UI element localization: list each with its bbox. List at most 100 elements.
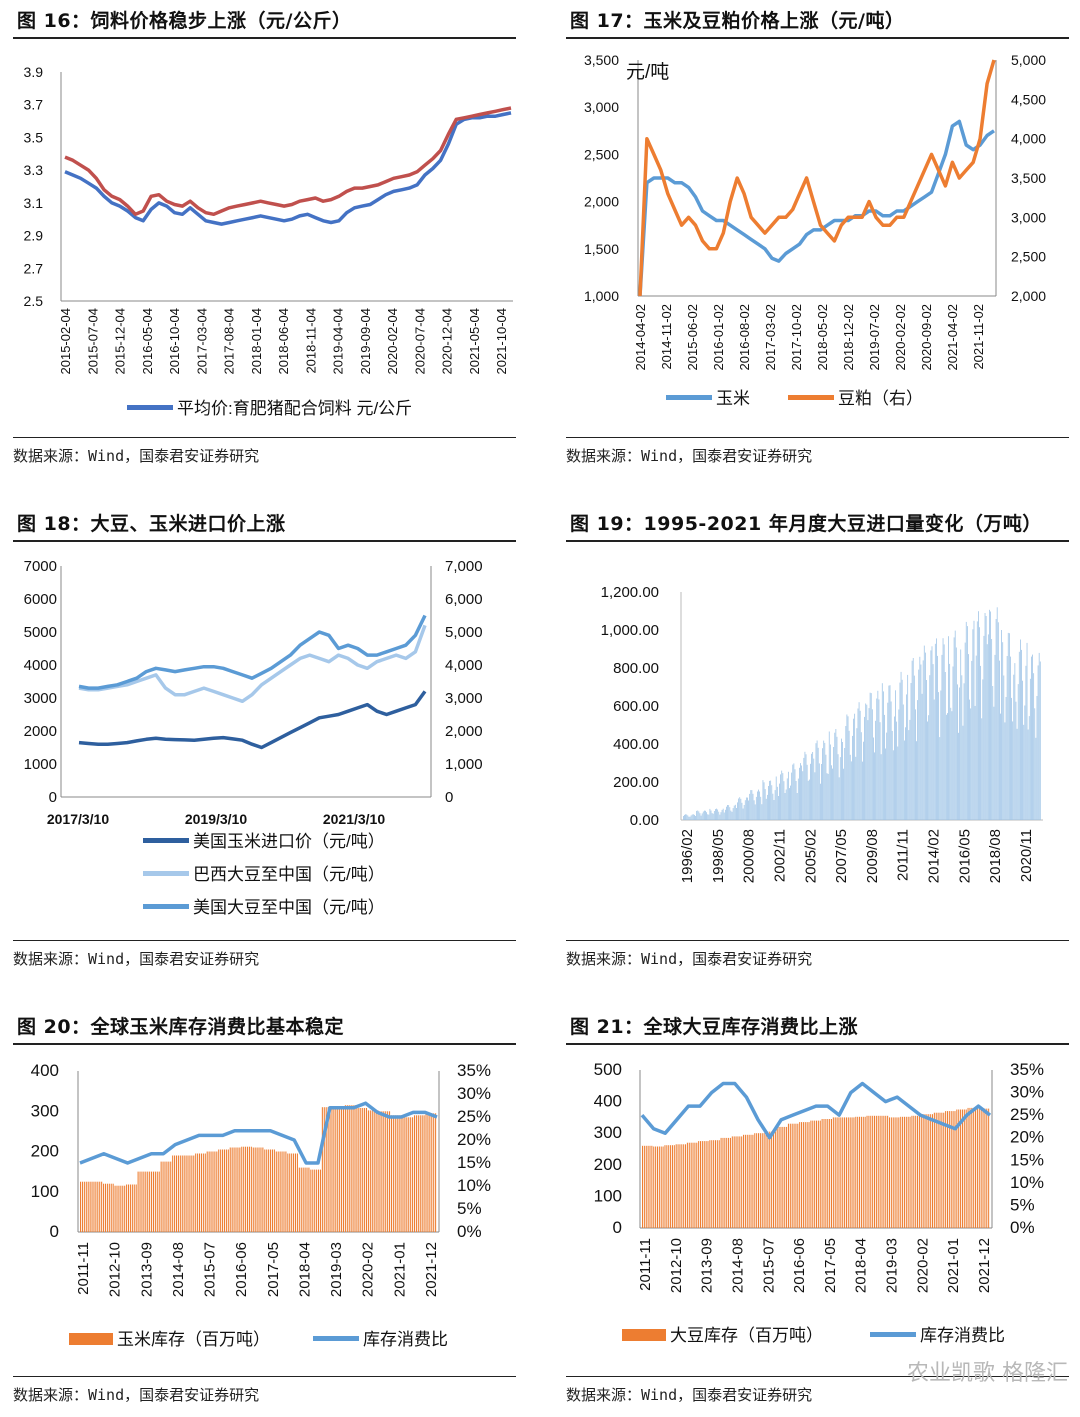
bar-month [763,782,765,820]
bar-month [740,798,742,820]
bar-stock [202,1153,204,1232]
bar-stock [154,1171,156,1232]
bar-month [816,740,818,820]
bar-stock [291,1153,293,1232]
bar-stock [643,1145,645,1228]
bar-month [889,685,891,820]
bar-stock [868,1115,870,1228]
y-tick-label: 6000 [24,591,57,608]
bar-stock [758,1133,760,1228]
bar-stock [817,1120,819,1228]
bar-stock [642,1145,644,1228]
bar-stock [849,1117,851,1228]
bar-stock [802,1122,804,1228]
bar-stock [894,1117,896,1228]
x-tick-label: 2017/3/10 [47,811,109,827]
bar-stock [304,1167,306,1232]
bar-month [913,675,915,820]
bar-stock [825,1119,827,1228]
bar-stock [285,1151,287,1232]
bar-stock [400,1115,402,1232]
bar-stock [748,1134,750,1228]
bar-month [817,747,819,820]
bar-month [896,721,898,820]
bar-stock [367,1110,369,1232]
bar-month [720,812,722,820]
bar-stock [89,1181,91,1232]
bar-month [684,814,685,820]
x-tick-label: 2021-11-02 [971,304,986,370]
bar-stock [675,1144,677,1228]
divider [13,437,516,438]
bar-stock [975,1107,977,1228]
x-tick-label: 2016-06 [233,1242,250,1297]
bar-stock [711,1140,713,1228]
y-tick-label: 0.00 [630,812,659,829]
bar-month [1013,674,1015,820]
bar-stock [830,1119,832,1228]
bar-month [769,780,770,820]
bar-month [873,737,874,820]
series-line-ratio [79,1101,438,1165]
bar-stock [709,1140,711,1228]
bar-stock [398,1115,400,1232]
bar-month [687,815,689,820]
bar-stock [141,1171,143,1232]
chart-title: 图 16：饲料价格稳步上涨（元/公斤） [17,10,352,32]
y-tick-label: 1,000.00 [601,622,659,639]
bar-month [825,754,827,820]
bar-month [698,811,700,820]
x-tick-label: 2014/02 [926,829,943,883]
bar-stock [763,1133,765,1228]
bar-month [921,693,923,820]
bar-month [994,654,996,820]
bar-month [1036,696,1038,820]
bar-month [771,785,773,820]
bar-month [958,732,959,820]
bar-stock [262,1147,264,1232]
x-tick-label: 2015-07 [202,1242,219,1297]
bar-month [970,708,972,820]
bar-stock [806,1122,808,1228]
bar-month [1027,729,1029,820]
y-tick-label: 800.00 [613,660,659,677]
bar-month [986,644,988,820]
bar-stock [759,1133,761,1228]
bar-month [706,812,707,820]
x-tick-label: 2014-08 [729,1238,746,1293]
bar-month [924,652,926,820]
bar-stock [390,1115,392,1232]
bar-stock [248,1146,250,1232]
bar-month [962,725,964,820]
bar-month [748,800,749,820]
bar-month [701,813,703,820]
bar-stock [900,1116,902,1228]
bar-stock [195,1153,197,1232]
bar-month [993,706,995,820]
bar-month [736,808,737,820]
bar-month [700,815,702,820]
source-note: 数据来源：Wind，国泰君安证券研究 [566,950,813,968]
y-tick-label: 5,000 [445,624,483,641]
bar-stock [358,1108,360,1232]
bar-stock [99,1181,101,1232]
divider [13,1043,516,1045]
bar-month [982,679,984,820]
x-tick-label: 1998/05 [710,829,727,883]
bar-month [838,777,840,820]
bar-month [937,655,938,820]
bar-month [1000,713,1001,820]
bar-month [726,806,727,820]
bar-month [721,809,723,820]
bar-month [955,647,957,820]
bar-stock [819,1120,821,1228]
watermark: 农业凯歌 格隆汇 [907,1361,1068,1386]
bar-stock [688,1142,690,1228]
bar-month [908,730,910,820]
bar-month [729,807,731,820]
y-tick-label: 4,000 [1011,131,1046,147]
bar-month [1006,656,1008,820]
bar-stock [797,1123,799,1228]
bar-month [948,636,949,820]
bar-month [917,700,919,820]
